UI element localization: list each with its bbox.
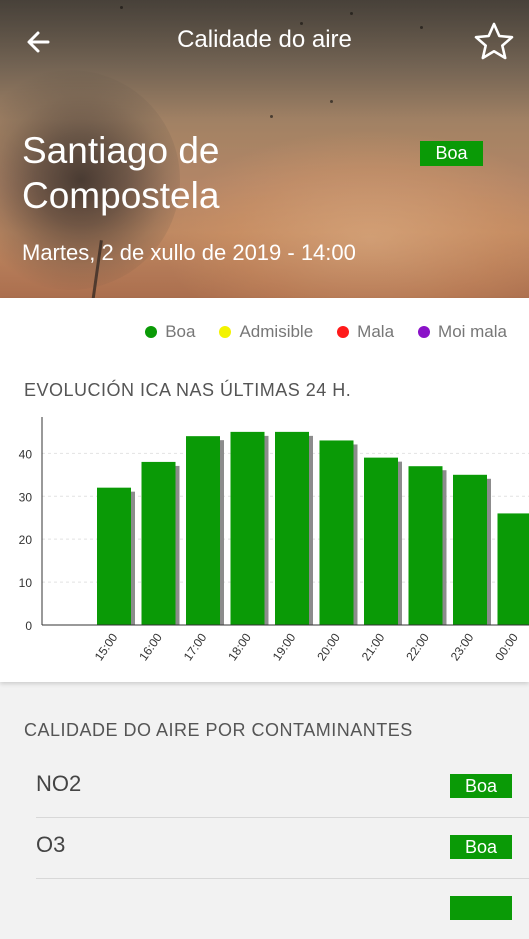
- bar: [275, 432, 309, 625]
- x-tick-label: 20:00: [314, 630, 343, 663]
- favorite-button[interactable]: [472, 20, 516, 64]
- pollutant-name: O3: [36, 832, 65, 858]
- legend-label: Moi mala: [438, 322, 507, 342]
- y-tick-label: 20: [19, 533, 33, 547]
- star-outline-icon: [472, 20, 516, 64]
- legend-item-moi-mala: Moi mala: [418, 322, 507, 342]
- bar: [364, 458, 398, 625]
- pollutant-row-no2[interactable]: NO2 Boa: [36, 757, 529, 818]
- x-tick-label: 15:00: [92, 630, 121, 663]
- bar: [320, 440, 354, 625]
- x-tick-label: 22:00: [403, 630, 432, 663]
- aqi-bar-chart: 0 10 20 30 40 15:00 16:00 17:00 18:00 19:00 20:00 2…: [0, 413, 529, 678]
- legend-label: Admisible: [239, 322, 313, 342]
- y-tick-label: 30: [19, 490, 33, 504]
- x-tick-label: 16:00: [136, 630, 165, 663]
- top-app-bar: Calidade do aire: [0, 14, 529, 68]
- pollutant-row-o3[interactable]: O3 Boa: [36, 818, 529, 879]
- pollutant-status-badge: Boa: [450, 774, 512, 798]
- y-tick-label: 0: [25, 619, 32, 633]
- bar: [186, 436, 220, 625]
- x-tick-label: 19:00: [270, 630, 299, 663]
- datetime-label: Martes, 2 de xullo de 2019 - 14:00: [22, 240, 356, 266]
- legend-label: Mala: [357, 322, 394, 342]
- y-tick-label: 40: [19, 447, 33, 461]
- legend-dot: [337, 326, 349, 338]
- bar: [453, 475, 487, 625]
- x-tick-label: 21:00: [359, 630, 388, 663]
- bar: [231, 432, 265, 625]
- y-tick-label: 10: [19, 576, 33, 590]
- page-title: Calidade do aire: [0, 26, 529, 54]
- legend-dot: [145, 326, 157, 338]
- x-tick-label: 23:00: [448, 630, 477, 663]
- legend-item-mala: Mala: [337, 322, 394, 342]
- pollutant-row-partial[interactable]: [36, 879, 529, 939]
- legend-dot: [418, 326, 430, 338]
- legend-dot: [219, 326, 231, 338]
- air-quality-badge: Boa: [420, 141, 483, 166]
- chart-card: Boa Admisible Mala Moi mala EVOLUCIÓN IC…: [0, 298, 529, 682]
- city-name: Santiago de Compostela: [22, 128, 402, 218]
- bar: [498, 513, 529, 625]
- legend-item-admisible: Admisible: [219, 322, 313, 342]
- pollutant-status-badge: Boa: [450, 835, 512, 859]
- x-tick-label: 17:00: [181, 630, 210, 663]
- x-tick-label: 18:00: [225, 630, 254, 663]
- chart-title: EVOLUCIÓN ICA NAS ÚLTIMAS 24 H.: [24, 380, 351, 401]
- bar: [97, 488, 131, 625]
- bar: [142, 462, 176, 625]
- legend-item-boa: Boa: [145, 322, 195, 342]
- bar: [409, 466, 443, 625]
- pollutants-section-title: CALIDADE DO AIRE POR CONTAMINANTES: [24, 720, 413, 741]
- quality-legend: Boa Admisible Mala Moi mala: [145, 322, 507, 342]
- x-tick-label: 00:00: [492, 630, 521, 663]
- header-background-image: Calidade do aire Santiago de Compostela …: [0, 0, 529, 298]
- legend-label: Boa: [165, 322, 195, 342]
- pollutant-name: NO2: [36, 771, 81, 797]
